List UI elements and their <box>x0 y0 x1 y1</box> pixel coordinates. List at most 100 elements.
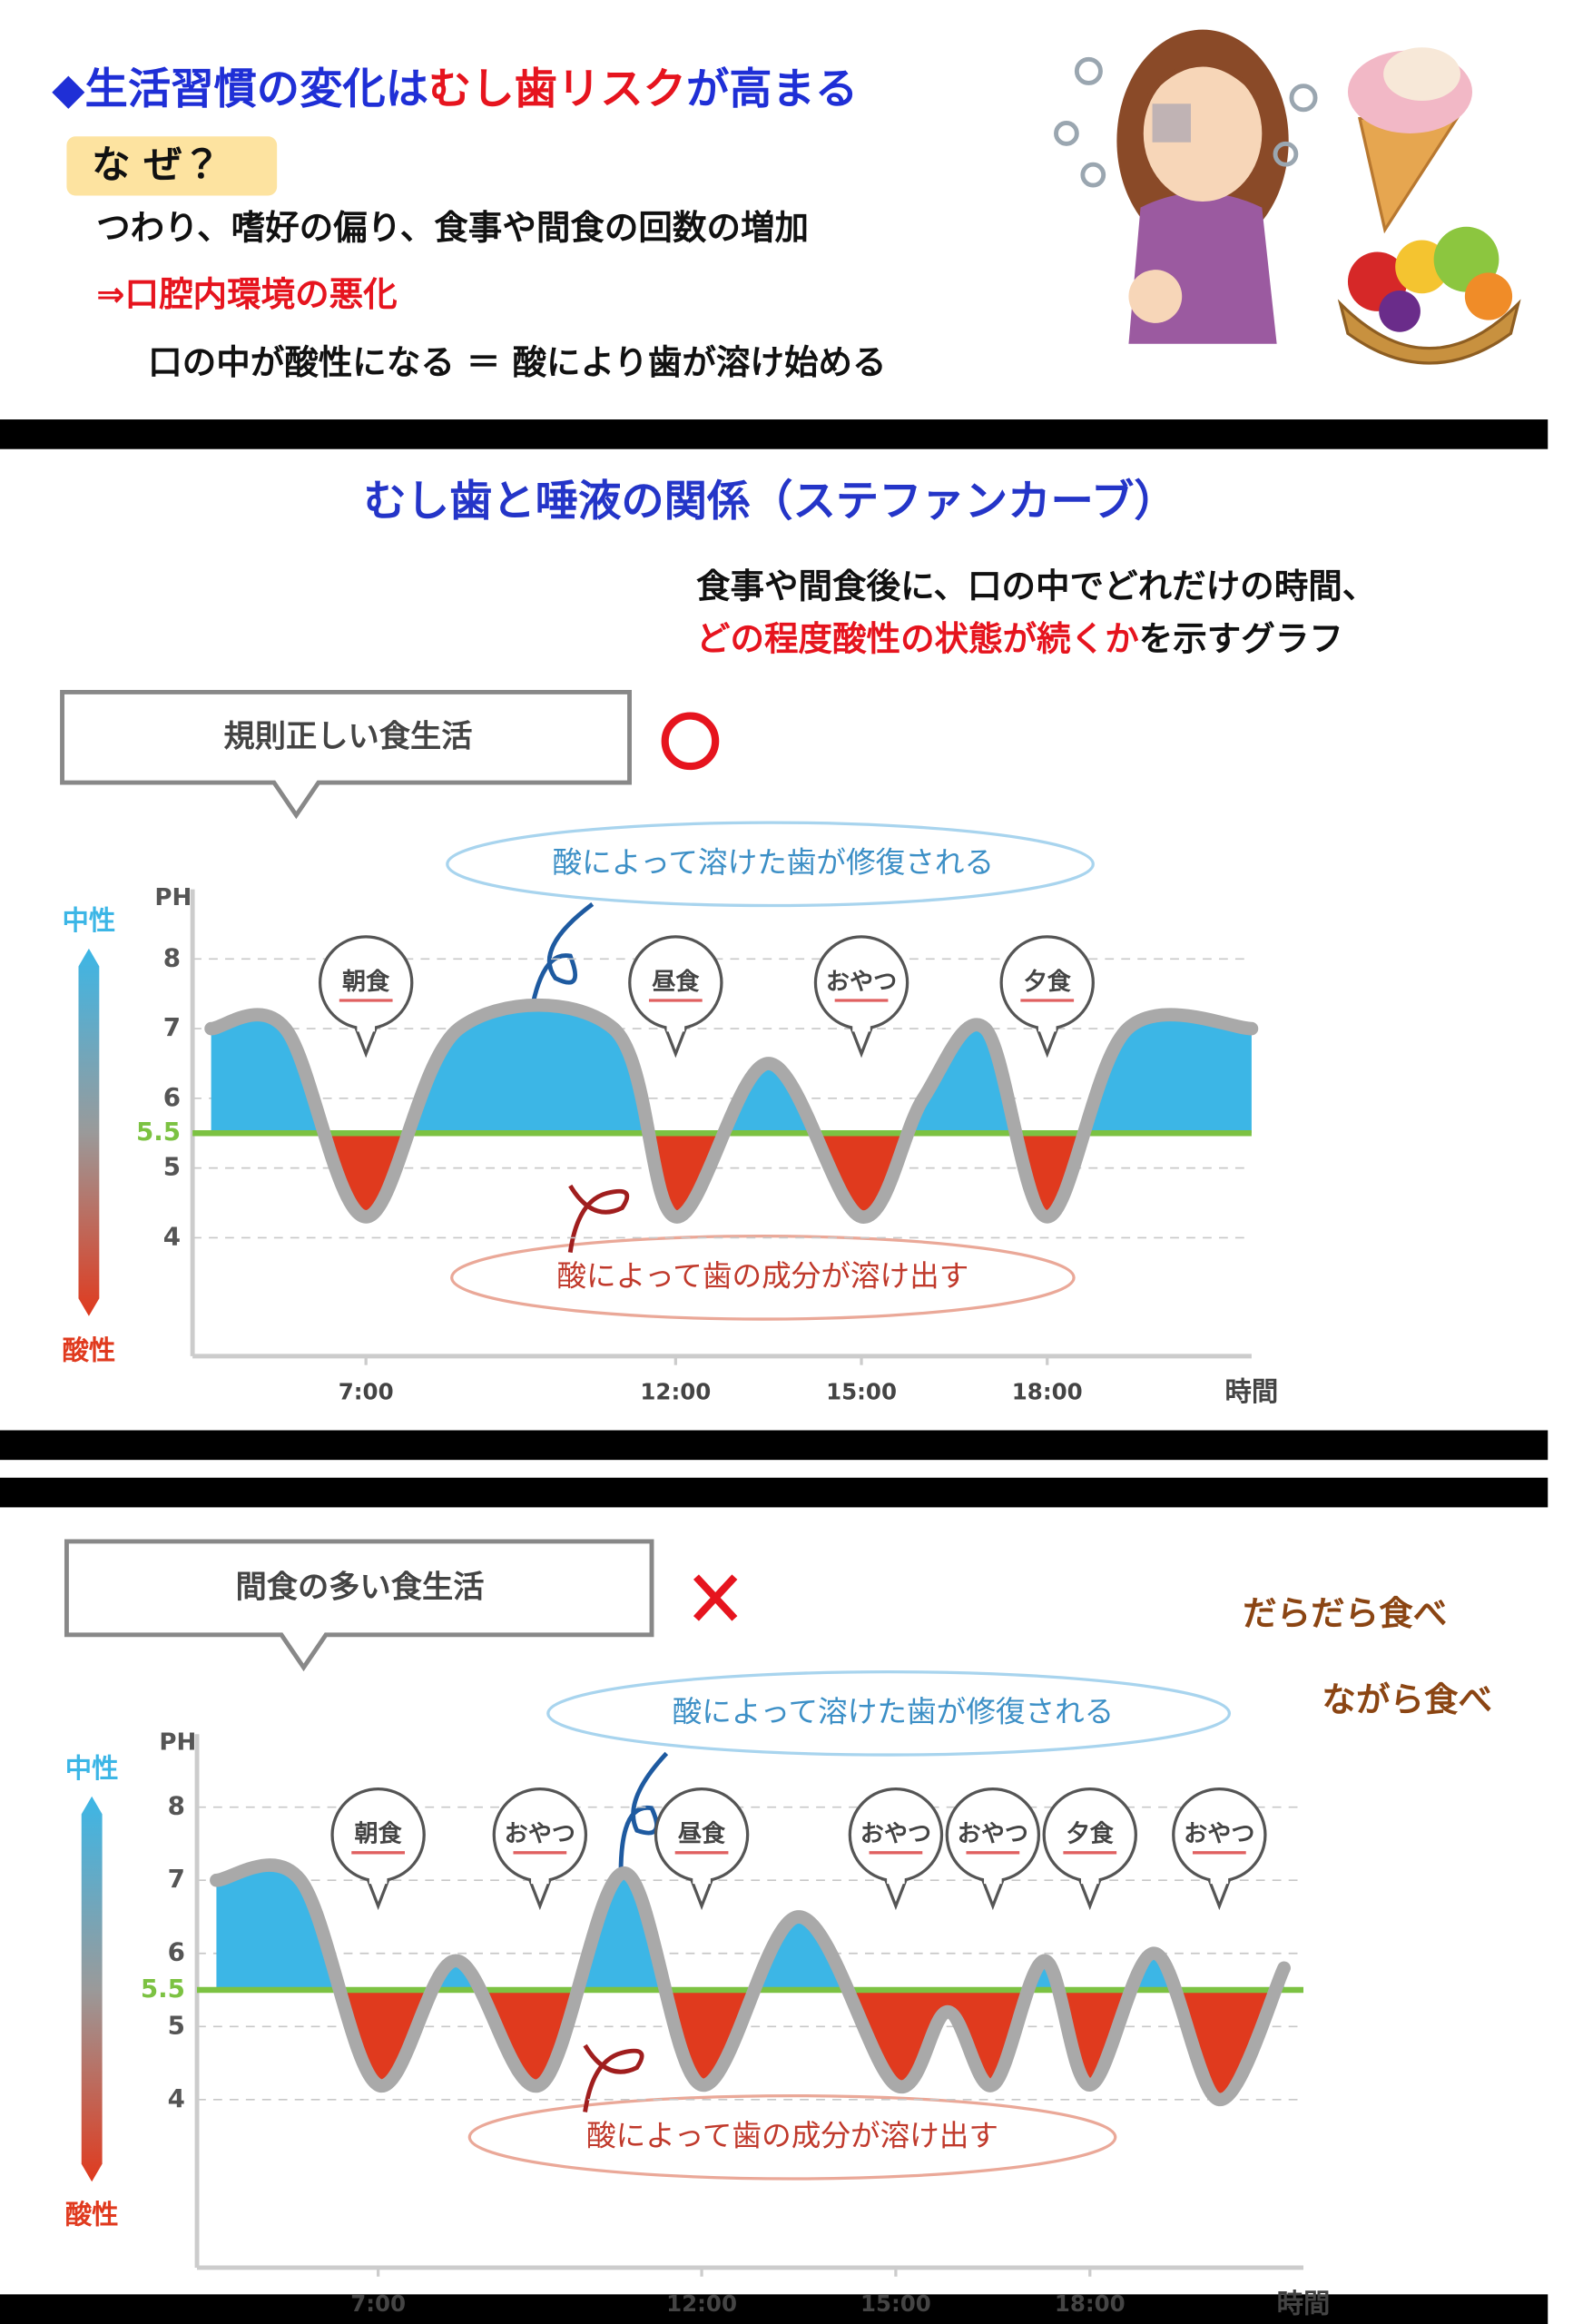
good-mark <box>661 712 720 771</box>
side-note: だらだら食べ <box>1243 1593 1447 1633</box>
acid-label: 酸性 <box>65 2199 119 2230</box>
chart-title: 規則正しい食生活 <box>223 719 472 755</box>
event-bubble-patch <box>1080 1875 1099 1885</box>
event-bubble-patch <box>887 1875 905 1885</box>
event-label: おやつ <box>958 1821 1028 1848</box>
event-bubble-patch <box>984 1875 1002 1885</box>
question: な ぜ？ <box>92 143 221 188</box>
event-bubble <box>980 1878 1005 1911</box>
event-bubble-patch <box>852 1022 870 1032</box>
x-tick-label: 7:00 <box>350 2290 406 2317</box>
y-tick-label: 4 <box>163 1221 181 1251</box>
bad-mark <box>693 1574 738 1621</box>
annotation-bubble <box>546 1670 1232 1757</box>
annotation: 酸によって歯の成分が溶け出す <box>556 1258 968 1293</box>
x-tick-label: 15:00 <box>860 2290 931 2317</box>
event-label: 朝食 <box>342 968 390 996</box>
illustration-woman <box>1054 29 1318 344</box>
side-note: ながら食べ <box>1322 1679 1492 1719</box>
annotation: 酸によって溶けた歯が修復される <box>552 845 994 880</box>
neutral-label: 中性 <box>65 1753 119 1784</box>
section-title: むし歯と唾液の関係（ステファンカーブ） <box>363 477 1176 527</box>
event-bubble <box>664 1026 688 1059</box>
x-tick-label: 7:00 <box>339 1379 394 1405</box>
acid-label: 酸性 <box>63 1334 116 1365</box>
neutral-label: 中性 <box>63 905 116 936</box>
x-tick-label: 12:00 <box>666 2290 737 2317</box>
illustration-icecream <box>1347 47 1473 234</box>
header-line: つわり、嗜好の偏り、食事や間食の回数の増加 <box>96 208 809 248</box>
event-label: おやつ <box>1184 1821 1254 1848</box>
divider <box>0 2294 1548 2324</box>
x-tick-label: 18:00 <box>1055 2290 1126 2317</box>
y-tick-label: 4 <box>168 2083 185 2113</box>
illustration-fruit-basket <box>1337 226 1521 365</box>
y-axis-label: PH <box>154 884 192 911</box>
question-box <box>66 136 278 196</box>
y-tick-label: 6 <box>163 1082 181 1112</box>
ph-arrow <box>78 948 100 1316</box>
event-label: 昼食 <box>678 1820 726 1848</box>
y-tick-label: 5 <box>163 1152 181 1182</box>
event-bubble <box>690 1878 714 1911</box>
event-bubble <box>354 1026 379 1059</box>
critical-label: 5.5 <box>141 1974 185 2004</box>
x-tick-label: 18:00 <box>1012 1379 1083 1405</box>
x-tick-label: 15:00 <box>826 1379 897 1405</box>
annotation-bubble <box>450 1235 1076 1321</box>
y-tick-label: 8 <box>163 942 181 972</box>
divider <box>0 1477 1548 1508</box>
event-label: おやつ <box>826 969 897 996</box>
y-tick-label: 7 <box>163 1012 181 1042</box>
description: どの程度酸性の状態が続くかを示すグラフ <box>696 618 1343 658</box>
event-label: おやつ <box>505 1821 575 1848</box>
title-callout <box>60 690 632 820</box>
event-bubble <box>1077 1878 1102 1911</box>
event-bubble <box>1035 1026 1059 1059</box>
description: 食事や間食後に、口の中でどれだけの時間、 <box>696 566 1376 606</box>
annotation-pointer <box>583 2043 644 2112</box>
event-label: 夕食 <box>1067 1820 1115 1848</box>
header-title: ◆生活習慣の変化はむし歯リスクが高まる <box>52 64 858 114</box>
title-callout <box>64 1539 654 1672</box>
event-bubble <box>527 1878 552 1911</box>
event-bubble-patch <box>1037 1022 1057 1032</box>
event-bubble <box>366 1878 390 1911</box>
annotation: 酸によって歯の成分が溶け出す <box>586 2118 998 2152</box>
critical-label: 5.5 <box>136 1117 181 1147</box>
ph-arrow <box>81 1796 103 2182</box>
header-line: ⇒口腔内環境の悪化 <box>96 274 398 314</box>
event-bubble-patch <box>369 1875 388 1885</box>
x-axis-label: 時間 <box>1225 1376 1279 1407</box>
annotation: 酸によって溶けた歯が修復される <box>673 1694 1115 1728</box>
y-axis-label: PH <box>159 1728 196 1756</box>
ph-curve <box>204 998 1259 1224</box>
x-axis-label: 時間 <box>1277 2288 1331 2319</box>
event-label: 朝食 <box>355 1820 403 1848</box>
annotation-bubble <box>446 821 1095 908</box>
header-line: 口の中が酸性になる ＝ 酸により歯が溶け始める <box>148 342 886 382</box>
y-tick-label: 7 <box>168 1864 185 1894</box>
divider <box>0 419 1548 449</box>
annotation-pointer <box>523 901 595 1060</box>
ph-curve <box>210 1858 1291 2107</box>
x-tick-label: 12:00 <box>640 1379 711 1405</box>
event-label: 昼食 <box>652 968 700 996</box>
event-bubble <box>850 1026 873 1059</box>
area-above <box>211 1005 1252 1134</box>
y-tick-label: 5 <box>168 2010 185 2040</box>
event-bubble-patch <box>531 1875 549 1885</box>
chart-title: 間食の多い食生活 <box>236 1570 485 1606</box>
divider <box>0 1430 1548 1461</box>
event-bubble <box>883 1878 908 1911</box>
event-label: 夕食 <box>1024 968 1072 996</box>
event-bubble <box>1207 1878 1232 1911</box>
y-tick-label: 6 <box>168 1937 185 1967</box>
event-bubble-patch <box>693 1875 711 1885</box>
event-bubble-patch <box>666 1022 685 1032</box>
annotation-bubble <box>467 2093 1117 2181</box>
y-tick-label: 8 <box>168 1791 185 1821</box>
event-bubble-patch <box>357 1022 375 1032</box>
